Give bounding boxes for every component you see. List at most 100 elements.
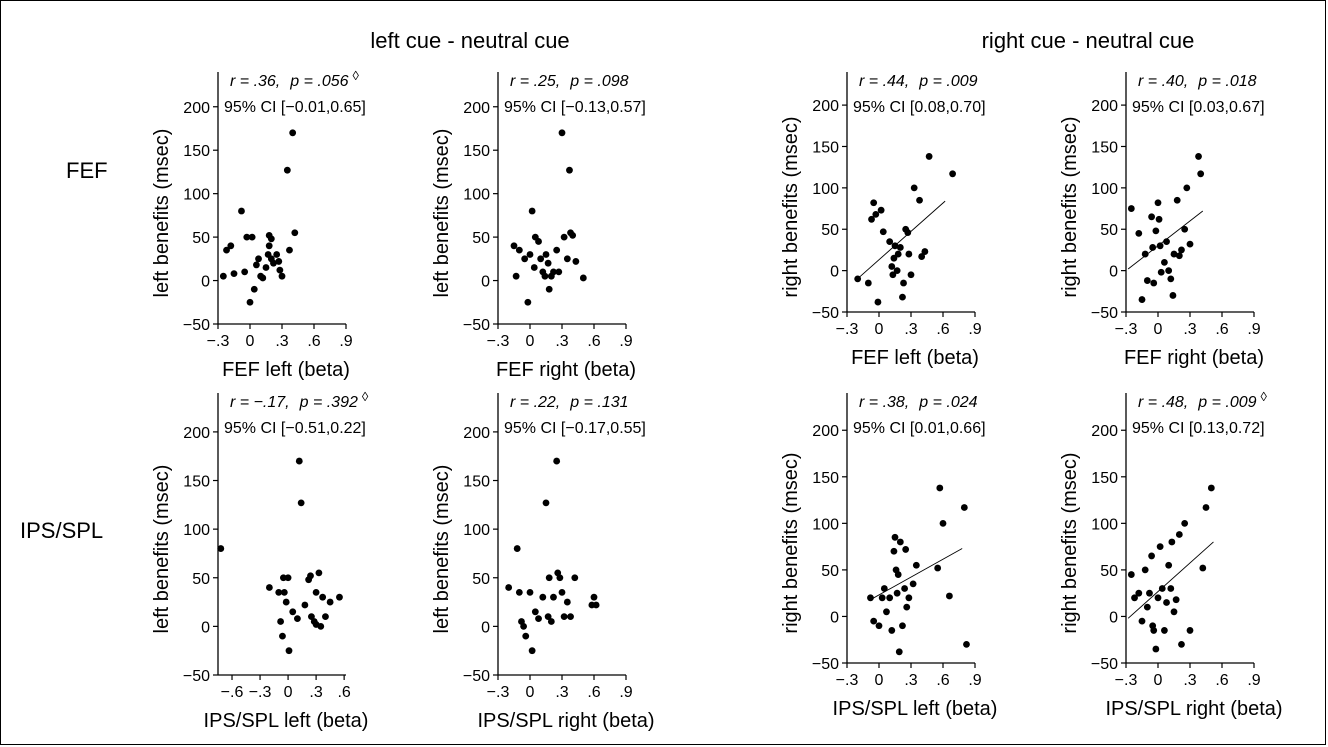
- y-tick-label: 200: [812, 423, 839, 440]
- data-point: [555, 268, 563, 276]
- data-point: [535, 238, 542, 245]
- x-tick-label: .9: [968, 672, 981, 689]
- data-point: [505, 584, 513, 591]
- data-point: [899, 293, 906, 301]
- x-tick-label: .3: [904, 321, 917, 338]
- data-point: [219, 272, 227, 280]
- data-point: [891, 533, 899, 541]
- y-axis-label: left benefits (msec): [431, 465, 453, 634]
- x-tick-label: .6: [587, 333, 600, 350]
- x-tick-label: .3: [275, 333, 288, 350]
- x-axis-label: IPS/SPL right (beta): [477, 710, 654, 732]
- stats-ci: 95% CI [0.03,0.67]: [1132, 99, 1265, 116]
- data-point: [1127, 571, 1135, 578]
- y-tick-label: −50: [183, 668, 210, 685]
- data-point: [867, 594, 874, 602]
- y-axis-label: left benefits (msec): [431, 129, 453, 298]
- stat-p: p = .098: [569, 73, 628, 90]
- stat-p: p = .056: [289, 73, 348, 90]
- x-tick-label: .3: [1183, 321, 1196, 338]
- data-point: [1175, 531, 1183, 538]
- scatter-panel-fef-left-leftcue: −50 0 50 100 150 200 −.3 0 .3 .6 .9 FEF left (beta)…: [151, 68, 366, 381]
- data-point: [1197, 170, 1205, 178]
- data-point: [276, 266, 284, 274]
- stat-r: r = .44,: [859, 73, 909, 90]
- data-point: [223, 246, 230, 254]
- x-tick-label: −.3: [1115, 321, 1138, 338]
- x-tick-label: .3: [555, 684, 568, 701]
- data-point: [870, 199, 878, 207]
- data-point: [590, 593, 598, 601]
- data-point: [925, 153, 933, 160]
- x-tick-label: 0: [1154, 321, 1163, 338]
- y-tick-label: −50: [1091, 305, 1118, 322]
- x-tick-label: .9: [619, 684, 632, 701]
- y-tick-label: −50: [463, 317, 490, 334]
- group-title-right-cue: right cue - neutral cue: [981, 28, 1195, 53]
- data-point: [563, 255, 571, 263]
- data-point: [1143, 603, 1151, 611]
- data-point: [910, 184, 918, 192]
- data-point: [238, 207, 245, 215]
- data-point: [273, 251, 281, 258]
- data-point: [1170, 250, 1178, 258]
- stat-r: r = .40,: [1138, 73, 1188, 90]
- data-point: [1156, 543, 1164, 551]
- data-point: [553, 457, 561, 465]
- data-point: [295, 457, 303, 465]
- x-tick-label: −.3: [249, 684, 272, 701]
- data-point: [253, 261, 260, 269]
- data-point: [307, 572, 314, 580]
- stat-r: r = .36,: [230, 73, 280, 90]
- data-point: [905, 250, 913, 258]
- data-point: [513, 545, 521, 552]
- data-point: [592, 601, 600, 609]
- stats-ci: 95% CI [0.01,0.66]: [853, 420, 986, 437]
- x-tick-label: −.3: [487, 333, 510, 350]
- data-point: [512, 272, 520, 280]
- data-point: [550, 268, 557, 276]
- y-tick-label: 200: [463, 425, 490, 442]
- data-point: [918, 253, 926, 260]
- data-point: [1143, 277, 1151, 284]
- scatter-panel-fef-left-rightcue: −50 0 50 100 150 200 −.3 0 .3 .6 .9 FEF left (beta)…: [780, 72, 986, 369]
- data-point: [890, 547, 898, 555]
- x-axis-label: FEF right (beta): [1124, 347, 1264, 369]
- data-point: [280, 588, 288, 596]
- data-point: [550, 593, 557, 601]
- data-point: [521, 255, 529, 263]
- data-point: [279, 632, 286, 640]
- data-point: [1161, 627, 1168, 634]
- data-point: [1135, 589, 1143, 597]
- y-tick-label: 200: [812, 98, 839, 115]
- y-tick-label: 150: [812, 470, 839, 487]
- y-axis-label: left benefits (msec): [151, 465, 173, 634]
- data-point: [545, 285, 553, 293]
- stat-r: r = −.17,: [230, 394, 290, 411]
- y-axis-label: right benefits (msec): [1059, 116, 1081, 297]
- data-point: [283, 166, 291, 174]
- regression-line: [870, 548, 963, 601]
- stat-p: p = .392: [299, 394, 358, 411]
- x-tick-label: −.3: [836, 672, 859, 689]
- data-point: [1149, 244, 1157, 251]
- y-tick-label: 50: [192, 230, 210, 247]
- y-tick-label: 50: [472, 571, 490, 588]
- data-point: [528, 207, 536, 215]
- data-point: [905, 594, 913, 602]
- y-tick-label: 100: [812, 181, 839, 198]
- data-point: [567, 613, 574, 621]
- stat-p: p = .131: [569, 394, 628, 411]
- data-point: [522, 632, 530, 640]
- data-point: [879, 228, 887, 236]
- data-point: [275, 588, 283, 596]
- data-point: [571, 574, 579, 582]
- row-label-fef: FEF: [66, 158, 108, 183]
- data-point: [262, 264, 270, 271]
- stats-r-p: r = .25, p = .098: [510, 73, 629, 90]
- data-point: [894, 571, 902, 578]
- data-point: [888, 627, 896, 634]
- y-tick-label: 0: [201, 274, 210, 291]
- data-point: [868, 215, 875, 223]
- data-point: [572, 258, 580, 265]
